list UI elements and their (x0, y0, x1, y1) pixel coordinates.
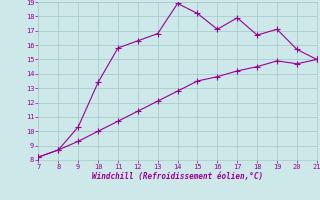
X-axis label: Windchill (Refroidissement éolien,°C): Windchill (Refroidissement éolien,°C) (92, 172, 263, 181)
